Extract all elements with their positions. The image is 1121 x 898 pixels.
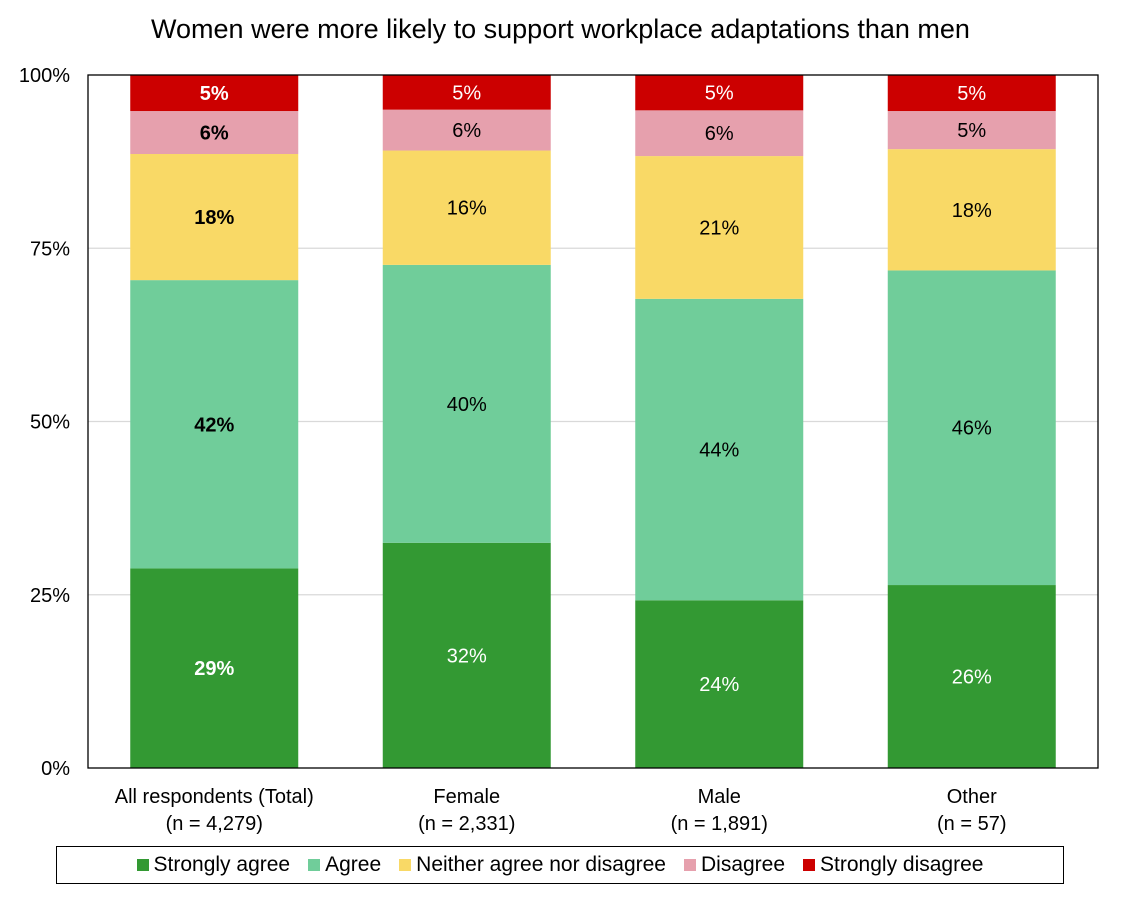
bar-segment xyxy=(887,75,1056,112)
data-label: 29% xyxy=(194,658,234,680)
data-label: 6% xyxy=(452,120,481,142)
data-label: 5% xyxy=(200,83,229,105)
bar-segment xyxy=(382,542,551,768)
data-label: 6% xyxy=(200,123,229,145)
legend-swatch xyxy=(308,859,321,871)
legend-item: Neither agree nor disagree xyxy=(399,853,666,877)
legend-item: Agree xyxy=(308,853,381,877)
chart-title: Women were more likely to support workpl… xyxy=(151,14,970,44)
legend-swatch xyxy=(136,859,149,871)
x-tick-label: All respondents (Total) xyxy=(115,786,314,808)
x-tick-label: (n = 1,891) xyxy=(671,813,768,835)
data-label: 42% xyxy=(194,414,234,436)
data-label: 21% xyxy=(699,217,739,239)
bar-segment xyxy=(382,264,551,543)
bar-segment xyxy=(635,298,804,601)
bar-segment xyxy=(887,149,1056,271)
legend-label: Neither agree nor disagree xyxy=(416,853,666,876)
data-label: 46% xyxy=(952,418,992,440)
legend-item: Strongly agree xyxy=(136,853,291,877)
bar-segment xyxy=(130,154,299,281)
data-label: 5% xyxy=(957,83,986,105)
bar-segment xyxy=(130,280,299,569)
data-label: 32% xyxy=(447,645,487,667)
bar-segment xyxy=(130,75,299,112)
data-label: 44% xyxy=(699,440,739,462)
legend-item: Strongly disagree xyxy=(803,853,983,877)
x-tick-label: (n = 2,331) xyxy=(418,813,515,835)
x-tick-label: Male xyxy=(698,786,741,808)
bar-segment xyxy=(635,156,804,299)
y-tick-label: 0% xyxy=(41,758,70,780)
legend-label: Strongly agree xyxy=(153,853,291,876)
bar-segment xyxy=(887,270,1056,586)
data-label: 5% xyxy=(705,83,734,105)
data-label: 6% xyxy=(705,123,734,145)
plot-frame xyxy=(87,74,1099,769)
x-tick-label: Other xyxy=(947,786,997,808)
legend-item: Disagree xyxy=(683,853,786,877)
legend-label: Agree xyxy=(325,853,382,876)
legend-swatch xyxy=(399,859,412,871)
x-tick-label: Female xyxy=(433,786,500,808)
y-tick-label: 50% xyxy=(30,412,70,434)
bar-segment xyxy=(382,109,551,151)
bar-segment xyxy=(887,585,1056,768)
legend-label: Strongly disagree xyxy=(820,853,984,876)
bar-segment xyxy=(635,600,804,768)
data-label: 18% xyxy=(952,200,992,222)
legend-swatch xyxy=(803,859,816,871)
y-tick-label: 25% xyxy=(30,585,70,607)
bar-segment xyxy=(887,111,1056,150)
bar-segment xyxy=(130,568,299,768)
y-tick-label: 100% xyxy=(19,65,70,87)
data-label: 18% xyxy=(194,207,234,229)
bar-segment xyxy=(130,111,299,155)
data-label: 16% xyxy=(447,198,487,220)
data-label: 26% xyxy=(952,667,992,689)
legend-swatch xyxy=(683,859,696,871)
data-label: 40% xyxy=(447,394,487,416)
chart-legend: Strongly agree Agree Neither agree nor dis… xyxy=(56,846,1064,884)
stacked-bar-chart: 0% 25% 50% 75% 100% 29% 42% 18% 6% 5% All responde… xyxy=(19,65,1099,835)
bar-segment xyxy=(382,75,551,110)
bar-segment xyxy=(382,150,551,265)
legend-label: Disagree xyxy=(700,853,786,876)
data-label: 24% xyxy=(699,674,739,696)
x-tick-label: (n = 57) xyxy=(937,813,1006,835)
x-tick-label: (n = 4,279) xyxy=(166,813,263,835)
bar-segment xyxy=(635,75,804,111)
data-label: 5% xyxy=(452,82,481,104)
bar-segment xyxy=(635,110,804,157)
y-tick-label: 75% xyxy=(30,238,70,260)
data-label: 5% xyxy=(957,120,986,142)
